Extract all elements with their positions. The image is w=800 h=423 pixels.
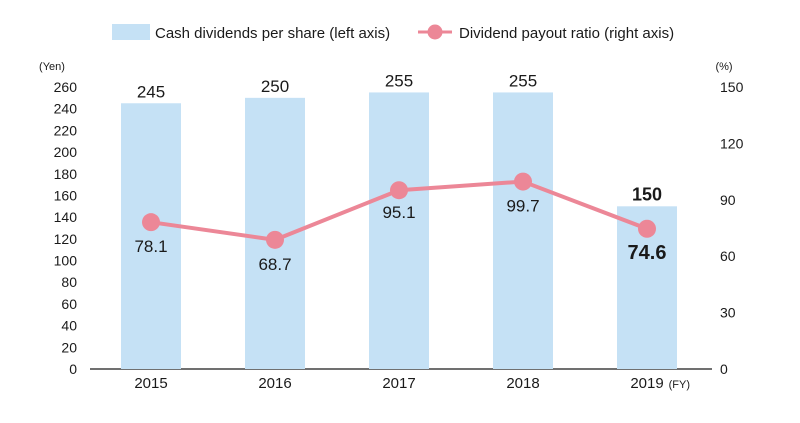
bar: [369, 92, 429, 369]
x-axis-tick: 2018: [506, 375, 539, 392]
line-data-label: 74.6: [628, 242, 667, 264]
line-data-label: 78.1: [134, 237, 167, 256]
line-point: [266, 230, 284, 249]
left-axis-tick: 160: [54, 187, 78, 203]
right-axis-tick: 150: [720, 79, 744, 95]
x-axis-unit: (FY): [669, 379, 690, 391]
axes: (Yen) 0 20 40 60 80 100 120 140 160 180 200 220 240 26…: [39, 61, 744, 392]
right-axis-tick: 60: [720, 248, 736, 264]
left-axis-tick: 40: [61, 318, 77, 334]
x-axis-tick: 2016: [258, 375, 291, 392]
line-data-label: 99.7: [506, 197, 539, 216]
line-point: [514, 172, 532, 191]
line-point: [142, 213, 160, 232]
right-axis-tick: 90: [720, 192, 736, 208]
left-axis-tick: 240: [54, 101, 78, 117]
left-axis-tick: 20: [61, 339, 77, 355]
legend-label-line: Dividend payout ratio (right axis): [459, 25, 674, 42]
left-axis-tick: 80: [61, 274, 77, 290]
bar-data-label: 250: [261, 77, 289, 96]
line-series: [142, 172, 656, 249]
line-data-label: 68.7: [258, 255, 291, 274]
left-axis-tick: 180: [54, 166, 78, 182]
x-axis-tick: 2019: [630, 375, 663, 392]
left-axis-tick: 260: [54, 79, 78, 95]
right-axis-tick: 30: [720, 305, 736, 321]
right-axis-unit: (%): [715, 61, 732, 73]
x-axis-tick: 2015: [134, 375, 167, 392]
bar: [493, 92, 553, 369]
legend: Cash dividends per share (left axis) Divi…: [112, 24, 674, 42]
legend-label-bar: Cash dividends per share (left axis): [155, 25, 390, 42]
left-axis-tick: 220: [54, 122, 78, 138]
bar: [121, 103, 181, 370]
left-axis-tick: 140: [54, 209, 78, 225]
line-point: [390, 181, 408, 200]
left-axis-tick: 120: [54, 231, 78, 247]
legend-swatch-bar: [112, 24, 150, 40]
bar-data-label: 150: [632, 184, 662, 204]
line-data-label: 95.1: [382, 203, 415, 222]
right-axis-tick: 120: [720, 135, 744, 151]
left-axis-tick: 200: [54, 144, 78, 160]
x-axis-tick: 2017: [382, 375, 415, 392]
line-point: [638, 219, 656, 238]
left-axis-tick: 60: [61, 296, 77, 312]
legend-swatch-marker: [427, 24, 443, 40]
left-axis-tick: 100: [54, 253, 78, 269]
data-labels: 245 250 255 255 150 78.1 68.7 95.1 99.7 74.6: [134, 71, 666, 273]
bar-data-label: 255: [509, 71, 537, 90]
bar-data-label: 255: [385, 71, 413, 90]
bar-data-label: 245: [137, 82, 165, 101]
left-axis-tick: 0: [69, 361, 77, 377]
left-axis-unit: (Yen): [39, 61, 65, 73]
right-axis-tick: 0: [720, 361, 728, 377]
